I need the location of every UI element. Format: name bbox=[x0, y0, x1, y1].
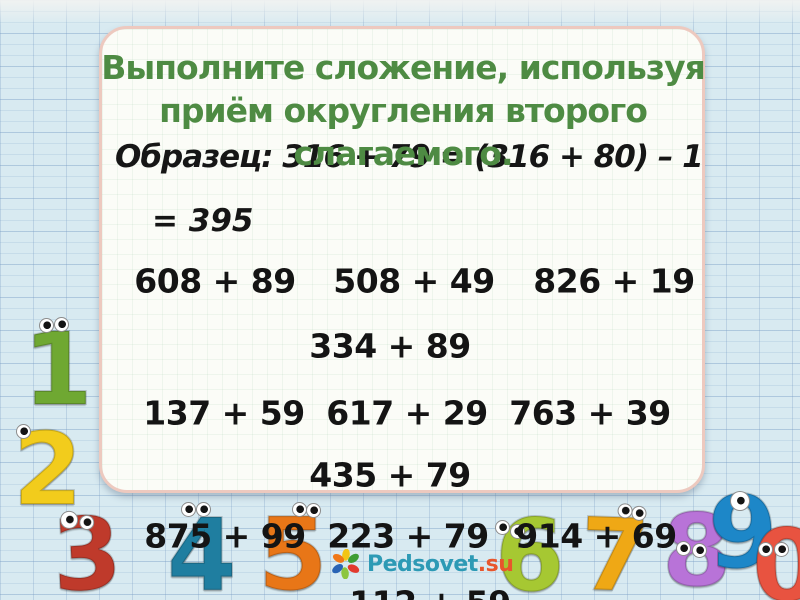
eye-icon bbox=[306, 503, 321, 518]
math-problem: 826 + 19 bbox=[533, 261, 695, 301]
math-problem: 223 + 79 bbox=[327, 516, 489, 556]
math-problem: 435 + 79 bbox=[309, 455, 471, 495]
math-problem: 763 + 39 bbox=[509, 393, 671, 433]
top-fade-overlay bbox=[0, 0, 800, 26]
decorative-digit-4: 4 bbox=[166, 497, 238, 600]
worksheet-card bbox=[99, 26, 705, 493]
decorative-digit-5: 5 bbox=[257, 496, 329, 600]
decorative-digit-9: 9 bbox=[707, 474, 779, 591]
decorative-digit-6: 6 bbox=[494, 497, 566, 600]
math-problem: 112 + 59 bbox=[349, 584, 511, 600]
decorative-digit-1: 1 bbox=[22, 311, 94, 428]
eye-icon bbox=[196, 502, 211, 517]
decorative-digit-2: 2 bbox=[12, 411, 84, 528]
pedsovet-site-name: Pedsovet.su bbox=[367, 551, 514, 577]
math-problem: 608 + 89 bbox=[134, 261, 296, 301]
slide-title: Выполните сложение, используя приём окру… bbox=[100, 46, 706, 175]
eye-icon bbox=[16, 424, 31, 439]
math-problem: 334 + 89 bbox=[309, 326, 471, 366]
math-problem: 617 + 29 bbox=[326, 393, 488, 433]
decorative-digit-3: 3 bbox=[48, 493, 126, 600]
pedsovet-logo-icon bbox=[332, 549, 360, 579]
eye-icon bbox=[54, 317, 69, 332]
slide-title-line: приём округления второго bbox=[159, 91, 648, 130]
eye-icon bbox=[495, 520, 510, 535]
slide-title-line: Выполните сложение, используя bbox=[101, 48, 706, 87]
slide-title-line: слагаемого. bbox=[293, 134, 514, 173]
math-problem: 137 + 59 bbox=[143, 393, 305, 433]
math-problem: 508 + 49 bbox=[333, 261, 495, 301]
eye-icon bbox=[730, 491, 750, 511]
pedsovet-watermark: Pedsovet.su bbox=[332, 549, 514, 579]
example-line-2: = 395 bbox=[152, 203, 254, 239]
eye-icon bbox=[510, 524, 525, 539]
eye-icon bbox=[774, 542, 789, 557]
math-problem: 875 + 99 bbox=[144, 516, 306, 556]
decorative-digit-0: 0 bbox=[751, 515, 800, 600]
eye-icon bbox=[39, 318, 54, 333]
decorative-digit-8: 8 bbox=[661, 500, 733, 600]
example-line-1: Образец: 316 + 79 = (316 + 80) – 1 bbox=[115, 139, 704, 175]
eye-icon bbox=[292, 502, 307, 517]
math-problem: 914 + 69 bbox=[515, 516, 677, 556]
eye-icon bbox=[181, 502, 196, 517]
eye-icon bbox=[692, 543, 707, 558]
eye-icon bbox=[758, 542, 773, 557]
eye-icon bbox=[676, 541, 691, 556]
